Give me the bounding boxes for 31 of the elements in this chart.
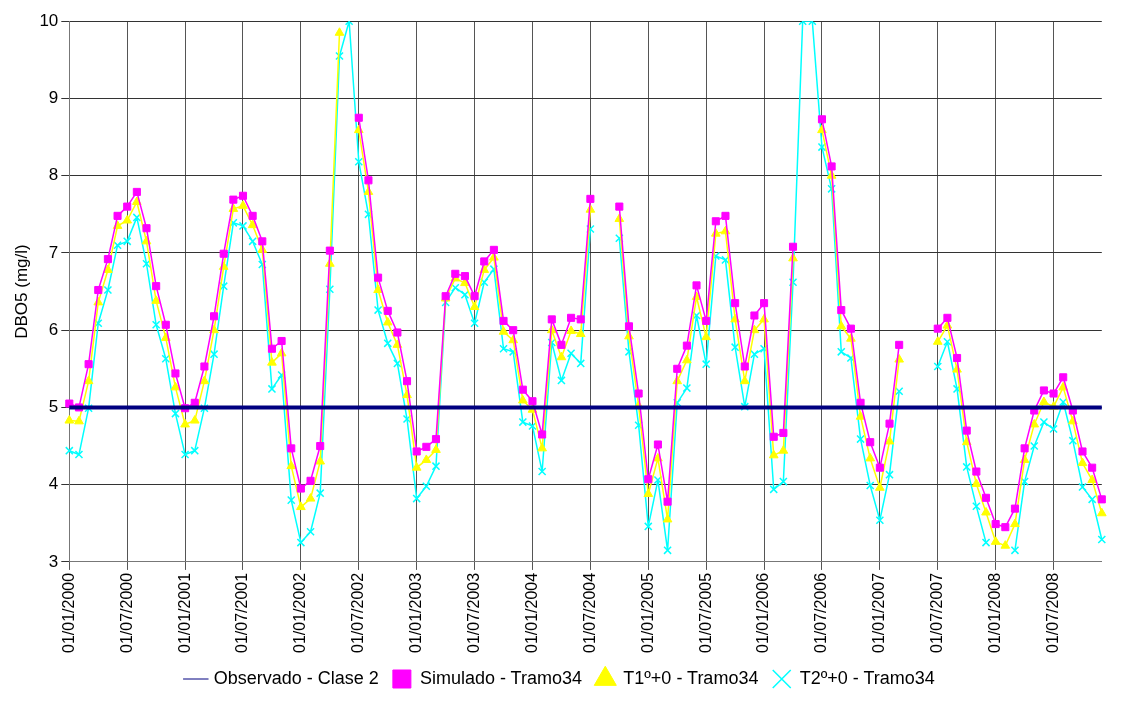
x-tick-label: 01/01/2004 [522,572,540,653]
x-tick-label: 01/07/2000 [117,572,135,653]
y-tick-label: 3 [48,551,59,571]
legend-label: T1º+0 - Tramo34 [623,667,759,688]
x-tick-label: 01/01/2008 [986,572,1004,653]
y-tick-label: 5 [48,397,59,417]
x-tick-label: 01/01/2002 [291,572,309,653]
y-tick-label: 7 [48,242,59,262]
y-axis-title: DBO5 (mg/l) [11,244,31,339]
x-tick-label: 01/01/2000 [59,572,77,653]
legend-label: Simulado - Tramo34 [419,667,582,688]
x-tick-label: 01/07/2008 [1043,572,1061,653]
y-tick-label: 8 [48,165,59,185]
x-tick-label: 01/07/2005 [696,572,714,653]
legend-label: T2º+0 - Tramo34 [799,667,935,688]
x-tick-label: 01/07/2003 [464,572,482,653]
x-tick-label: 01/01/2005 [638,572,656,653]
x-tick-label: 01/07/2001 [233,572,251,653]
y-tick-label: 6 [48,319,59,339]
x-tick-label: 01/07/2004 [580,572,598,653]
x-tick-label: 01/07/2002 [349,572,367,653]
x-tick-label: 01/01/2003 [407,572,425,653]
x-tick-label: 01/01/2007 [870,572,888,653]
x-tick-label: 01/07/2006 [812,572,830,653]
legend-label: Observado - Clase 2 [213,667,379,688]
y-tick-label: 4 [48,474,59,494]
x-tick-label: 01/01/2001 [175,572,193,653]
x-tick-label: 01/07/2007 [928,572,946,653]
y-tick-label: 10 [39,10,59,30]
x-tick-label: 01/01/2006 [754,572,772,653]
y-tick-label: 9 [48,88,59,108]
